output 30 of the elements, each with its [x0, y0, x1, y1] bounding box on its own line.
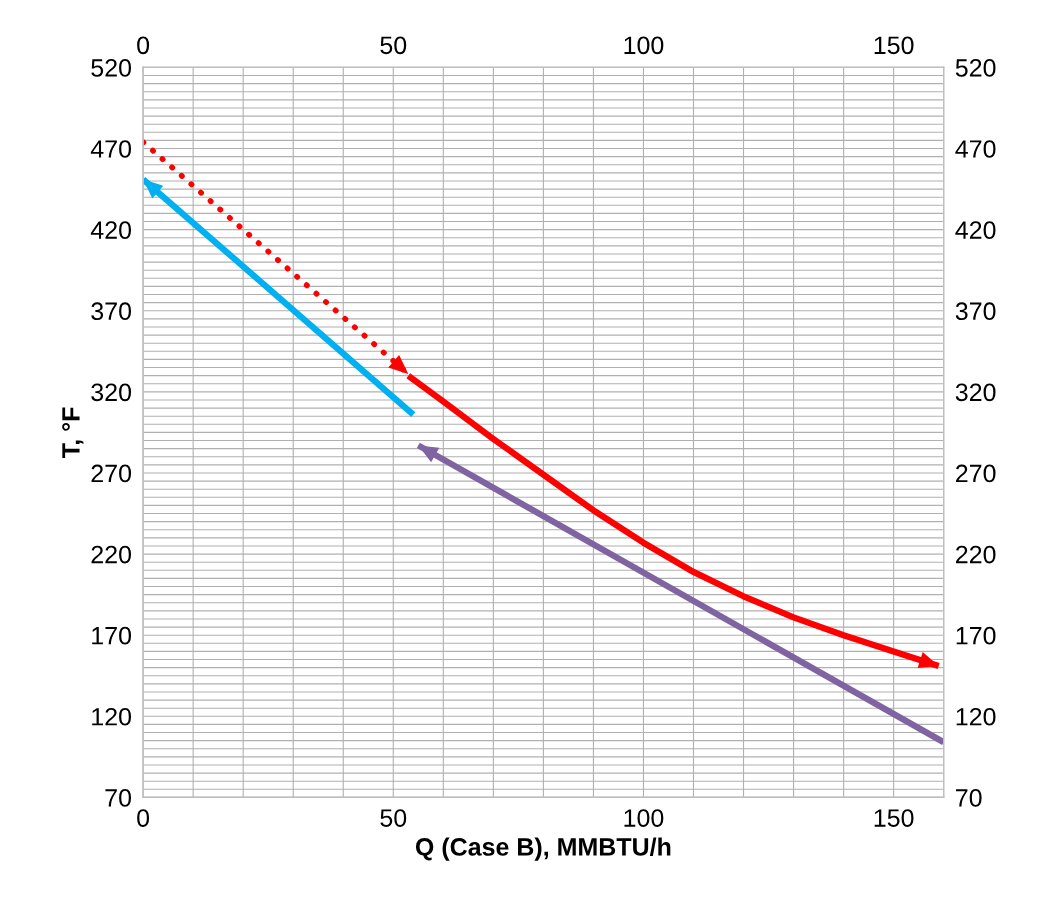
- y2-tick-label: 370: [955, 302, 996, 321]
- y-tick-label: 370: [91, 302, 132, 321]
- y-axis-title: T, °F: [62, 407, 84, 458]
- y-tick-label: 320: [91, 383, 132, 402]
- x-tick-label: 0: [137, 809, 150, 827]
- y2-tick-label: 120: [956, 707, 996, 726]
- x-tick-label: 50: [380, 809, 407, 827]
- y-tick-label: 220: [91, 545, 132, 564]
- y2-tick-label: 70: [956, 789, 982, 807]
- y2-tick-label: 470: [955, 140, 996, 158]
- y2-tick-label: 170: [956, 626, 996, 645]
- y-tick-label: 120: [92, 707, 132, 726]
- y2-tick-label: 270: [956, 464, 996, 483]
- x-tick-label: 100: [624, 809, 664, 827]
- y2-tick-label: 320: [955, 383, 996, 402]
- x2-tick-label: 0: [137, 36, 150, 55]
- x2-tick-label: 150: [874, 36, 914, 55]
- x-axis-title: Q (Case B), MMBTU/h: [415, 837, 671, 861]
- y2-tick-label: 220: [956, 545, 996, 564]
- y2-tick-label: 520: [955, 59, 996, 77]
- y-tick-label: 170: [92, 626, 132, 645]
- y-tick-label: 270: [91, 464, 132, 483]
- x-tick-label: 150: [874, 809, 914, 827]
- y-tick-label: 520: [91, 59, 132, 77]
- y2-tick-label: 420: [955, 221, 996, 239]
- x2-tick-label: 50: [380, 36, 407, 55]
- x2-tick-label: 100: [624, 36, 664, 55]
- y-tick-label: 470: [90, 140, 132, 158]
- y-tick-label: 70: [105, 789, 132, 807]
- y-tick-label: 420: [90, 221, 132, 239]
